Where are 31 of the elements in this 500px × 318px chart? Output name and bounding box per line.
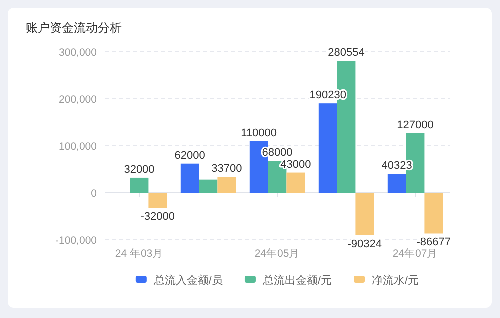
data-label: 62000 [174, 150, 206, 162]
bar [130, 178, 149, 193]
y-tick-label: 100,000 [59, 141, 98, 153]
data-label: 32000 [124, 164, 155, 176]
legend-label: 净流水/元 [372, 274, 420, 287]
x-tick-label: 24年07月 [392, 248, 438, 260]
bar [218, 177, 236, 193]
bar [356, 193, 374, 236]
chart-title: 账户资金流动分析 [26, 21, 122, 35]
y-tick-label: 0 [91, 188, 98, 200]
legend-label: 总流入金额/员 [152, 274, 223, 287]
legend-label: 总流出金额/元 [262, 274, 332, 287]
bar [318, 104, 338, 193]
y-tick-label: 300,000 [59, 47, 98, 59]
x-tick-label: 24年05月 [254, 248, 300, 260]
data-label: 280554 [328, 47, 365, 60]
data-label: 127000 [397, 119, 434, 132]
bar [180, 164, 200, 193]
x-tick-label: 24 年03月 [115, 248, 164, 260]
data-label: 33700 [212, 163, 242, 176]
data-label: -90324 [348, 238, 382, 250]
bar [388, 174, 406, 193]
data-label: -86677 [416, 236, 452, 249]
data-label: 110000 [241, 127, 278, 140]
bar [199, 180, 218, 193]
bar [424, 193, 444, 234]
bar [286, 172, 306, 193]
y-tick-label: 200,000 [59, 94, 98, 106]
bar [148, 193, 168, 208]
y-tick-label: -100,000 [56, 235, 98, 247]
data-label: -32000 [140, 211, 176, 224]
